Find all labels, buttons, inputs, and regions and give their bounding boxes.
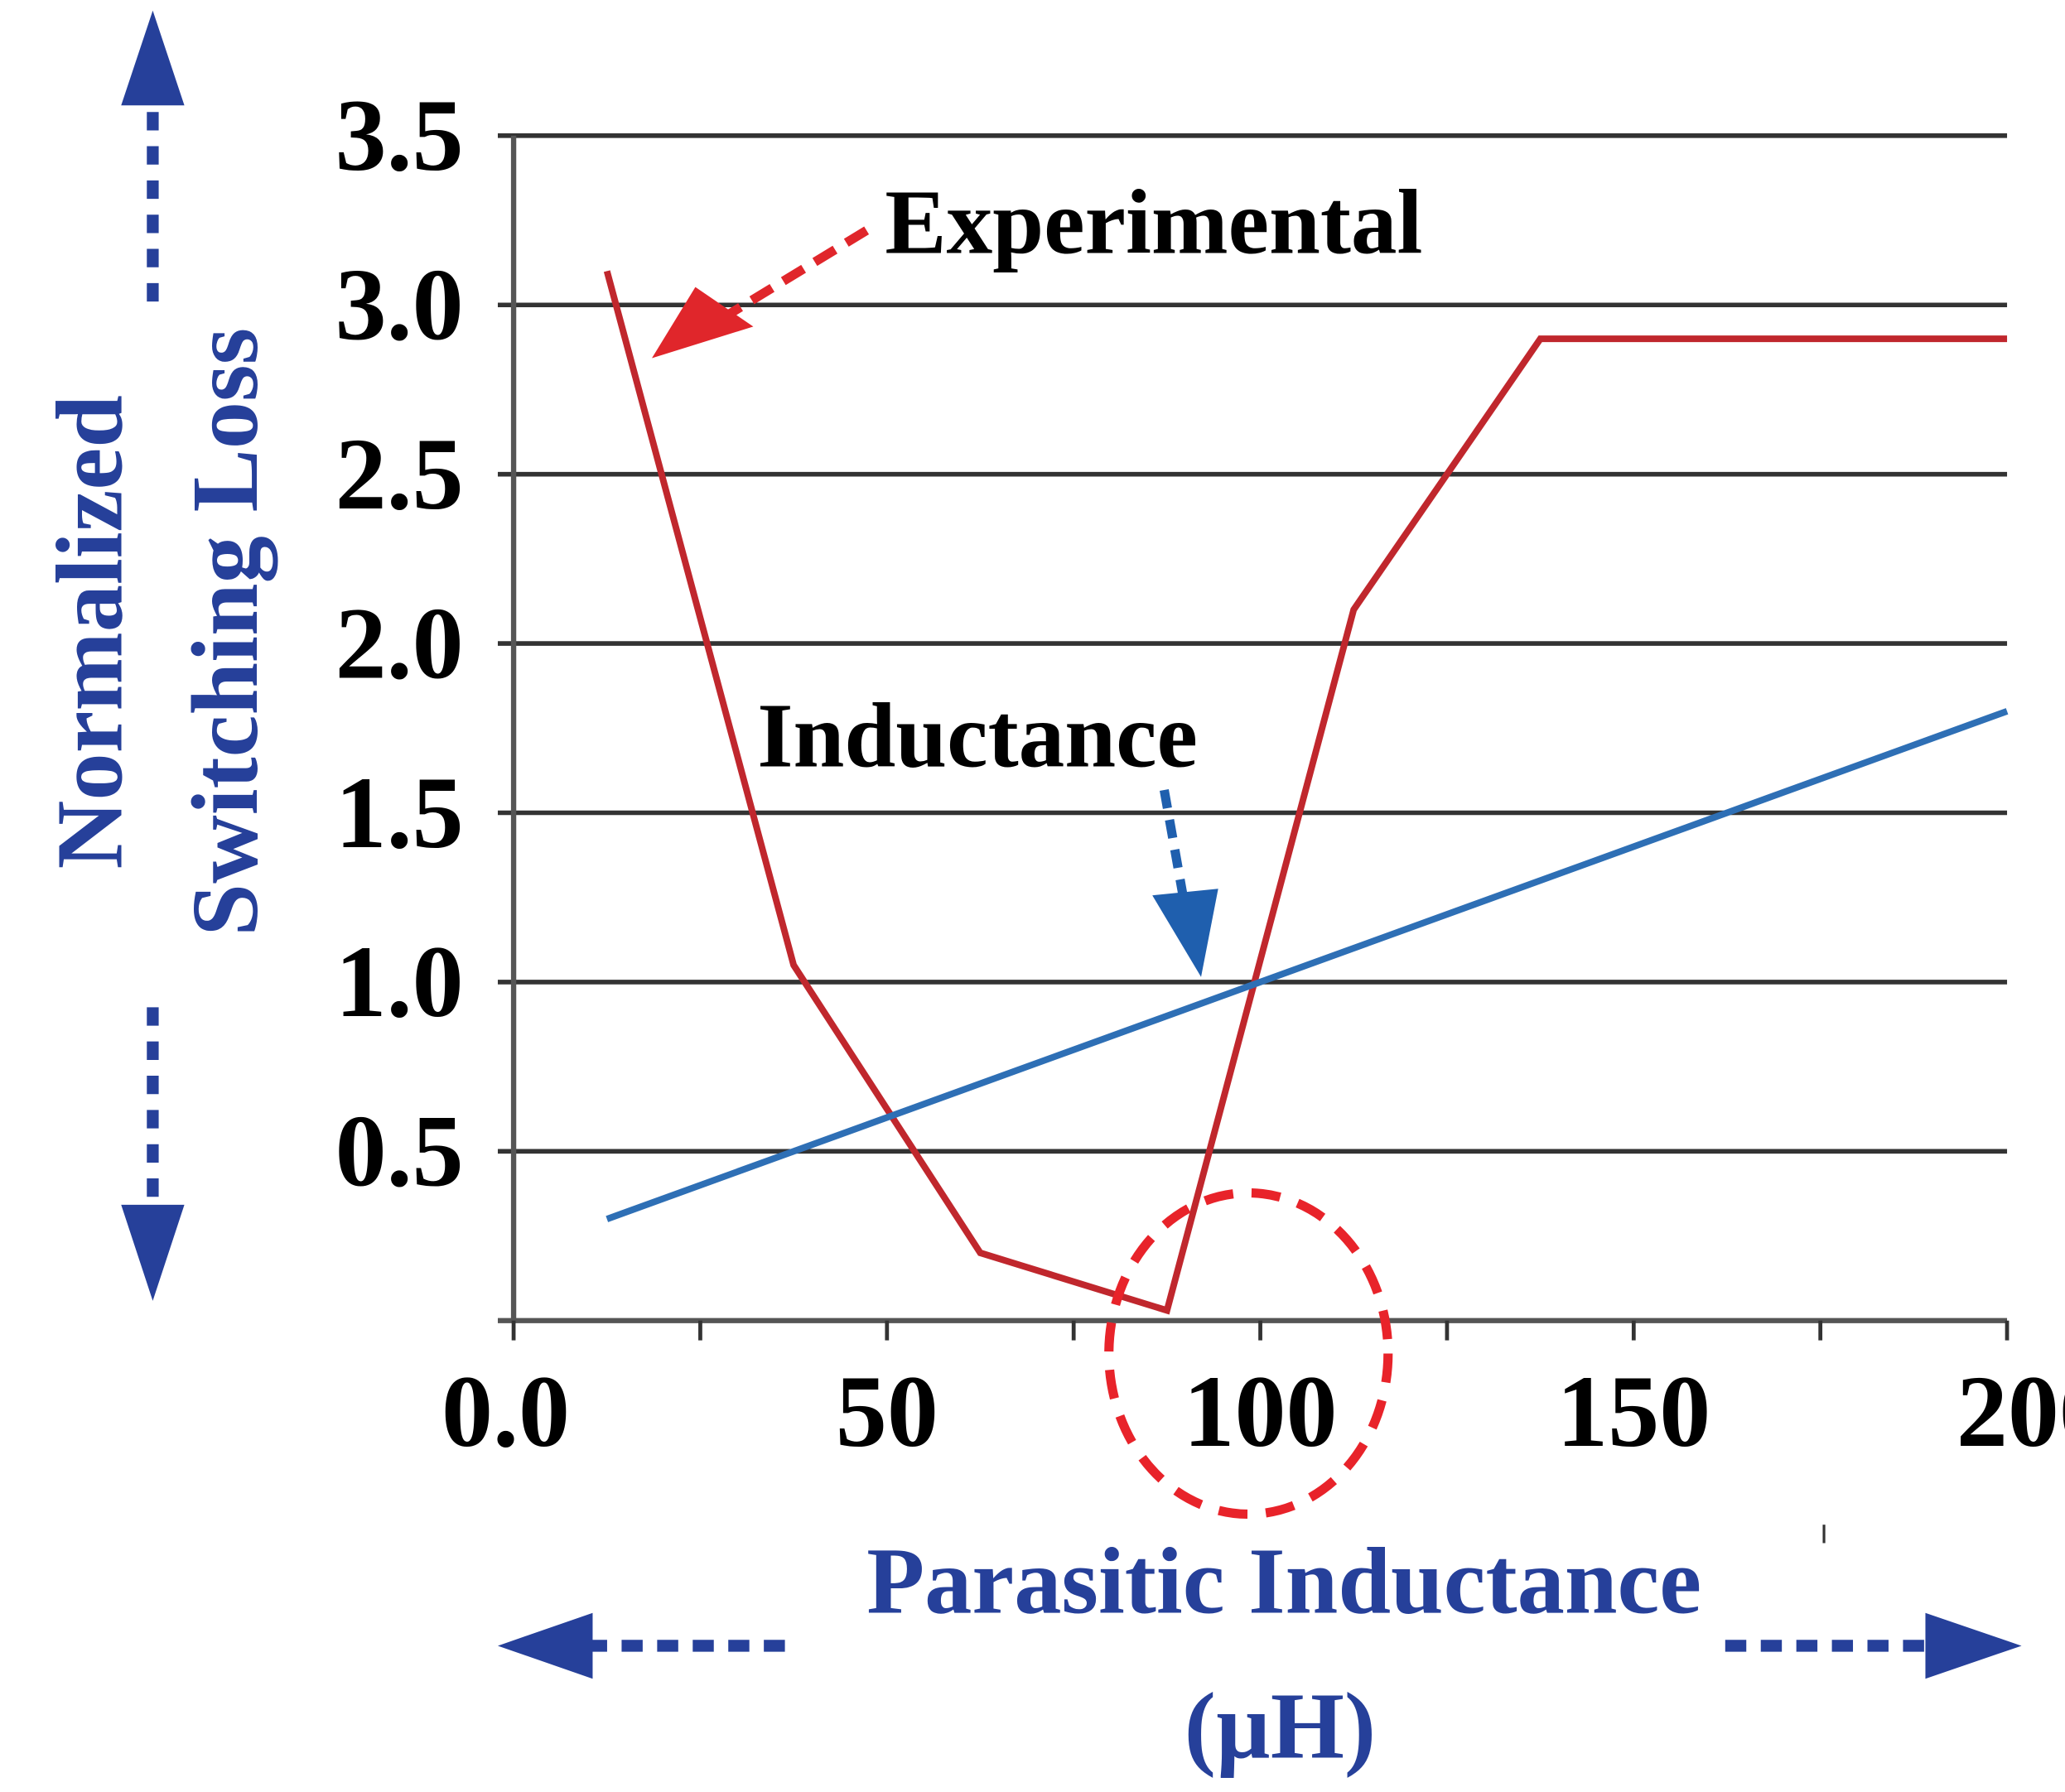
inductance-arrow [1160, 789, 1190, 910]
x-tick-label: 150 [1556, 1354, 1710, 1468]
x-tick-labels: 0.0 50 100 150 200 [441, 1354, 2065, 1468]
x-axis-title: Parasitic Inductance [866, 1529, 1701, 1634]
y-tick-label: 2.5 [335, 417, 464, 531]
y-tick-labels: 0.5 1.0 1.5 2.0 2.5 3.0 3.5 [335, 78, 464, 1208]
x-tick-label: 50 [836, 1354, 938, 1468]
x-ticks [511, 1320, 2010, 1341]
experimental-arrow [719, 226, 870, 323]
series [603, 270, 2009, 1315]
experimental-arrowhead-icon [652, 287, 754, 359]
highlight-circle [1104, 1187, 1393, 1520]
arrow-up-icon [121, 10, 185, 106]
y-tick-label: 3.0 [335, 248, 464, 362]
series-line-inductance [606, 708, 2009, 1222]
y-axis-title-line2: Switching Loss [172, 328, 277, 937]
y-tick-label: 3.5 [335, 78, 464, 192]
x-axis-unit: (µH) [1184, 1674, 1376, 1779]
x-tick-label: 0.0 [441, 1354, 570, 1468]
inductance-arrowhead-icon [1152, 889, 1218, 977]
y-tick-label: 1.0 [335, 924, 464, 1038]
arrow-right-icon [1925, 1612, 2022, 1679]
arrow-down-icon [121, 1204, 185, 1301]
annotation-experimental: Experimental [885, 171, 1422, 273]
annotation-inductance: Inductance [757, 685, 1198, 787]
y-tick-label: 0.5 [335, 1094, 464, 1208]
y-tick-label: 2.0 [335, 585, 464, 700]
x-tick-label: 100 [1184, 1354, 1338, 1468]
y-axis-title-line1: Normalized [36, 395, 142, 869]
y-tick-label: 1.5 [335, 755, 464, 870]
x-tick-label: 200 [1956, 1354, 2065, 1468]
arrow-left-icon [497, 1612, 593, 1679]
